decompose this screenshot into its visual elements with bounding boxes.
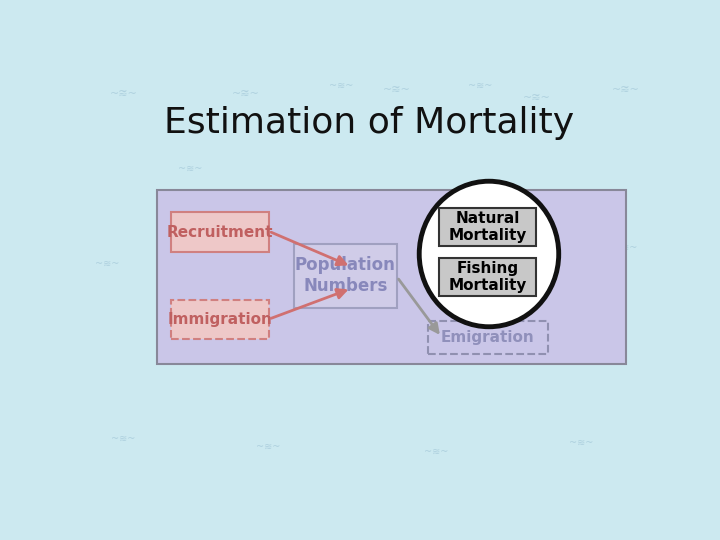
- FancyBboxPatch shape: [438, 208, 536, 246]
- FancyBboxPatch shape: [294, 244, 397, 308]
- FancyBboxPatch shape: [171, 212, 269, 252]
- Text: Recruitment: Recruitment: [166, 225, 273, 240]
- Text: Immigration: Immigration: [167, 312, 272, 327]
- Text: ~≋~: ~≋~: [523, 93, 550, 103]
- FancyBboxPatch shape: [438, 258, 536, 295]
- Text: Emigration: Emigration: [441, 329, 534, 345]
- Text: ~≋~: ~≋~: [469, 80, 492, 91]
- Text: ~≋~: ~≋~: [256, 442, 281, 453]
- Text: ~≋~: ~≋~: [233, 89, 260, 99]
- Text: ~≋~: ~≋~: [112, 434, 135, 444]
- Text: ~≋~: ~≋~: [109, 89, 138, 99]
- FancyBboxPatch shape: [428, 321, 547, 354]
- FancyBboxPatch shape: [171, 300, 269, 339]
- Text: Population
Numbers: Population Numbers: [295, 256, 396, 295]
- Text: ~≋~: ~≋~: [612, 85, 639, 94]
- Text: ~≋~: ~≋~: [94, 259, 119, 269]
- Text: Estimation of Mortality: Estimation of Mortality: [164, 106, 574, 140]
- Text: Natural
Mortality: Natural Mortality: [449, 211, 527, 243]
- Text: Fishing
Mortality: Fishing Mortality: [449, 261, 527, 293]
- FancyBboxPatch shape: [157, 190, 626, 364]
- Text: ~≋~: ~≋~: [329, 80, 354, 91]
- Text: ~≋~: ~≋~: [613, 243, 638, 253]
- Ellipse shape: [419, 181, 559, 327]
- Text: ~≋~: ~≋~: [179, 164, 202, 174]
- Text: ~≋~: ~≋~: [569, 438, 593, 448]
- Text: ~≋~: ~≋~: [424, 447, 448, 456]
- Text: ~≋~: ~≋~: [383, 85, 411, 94]
